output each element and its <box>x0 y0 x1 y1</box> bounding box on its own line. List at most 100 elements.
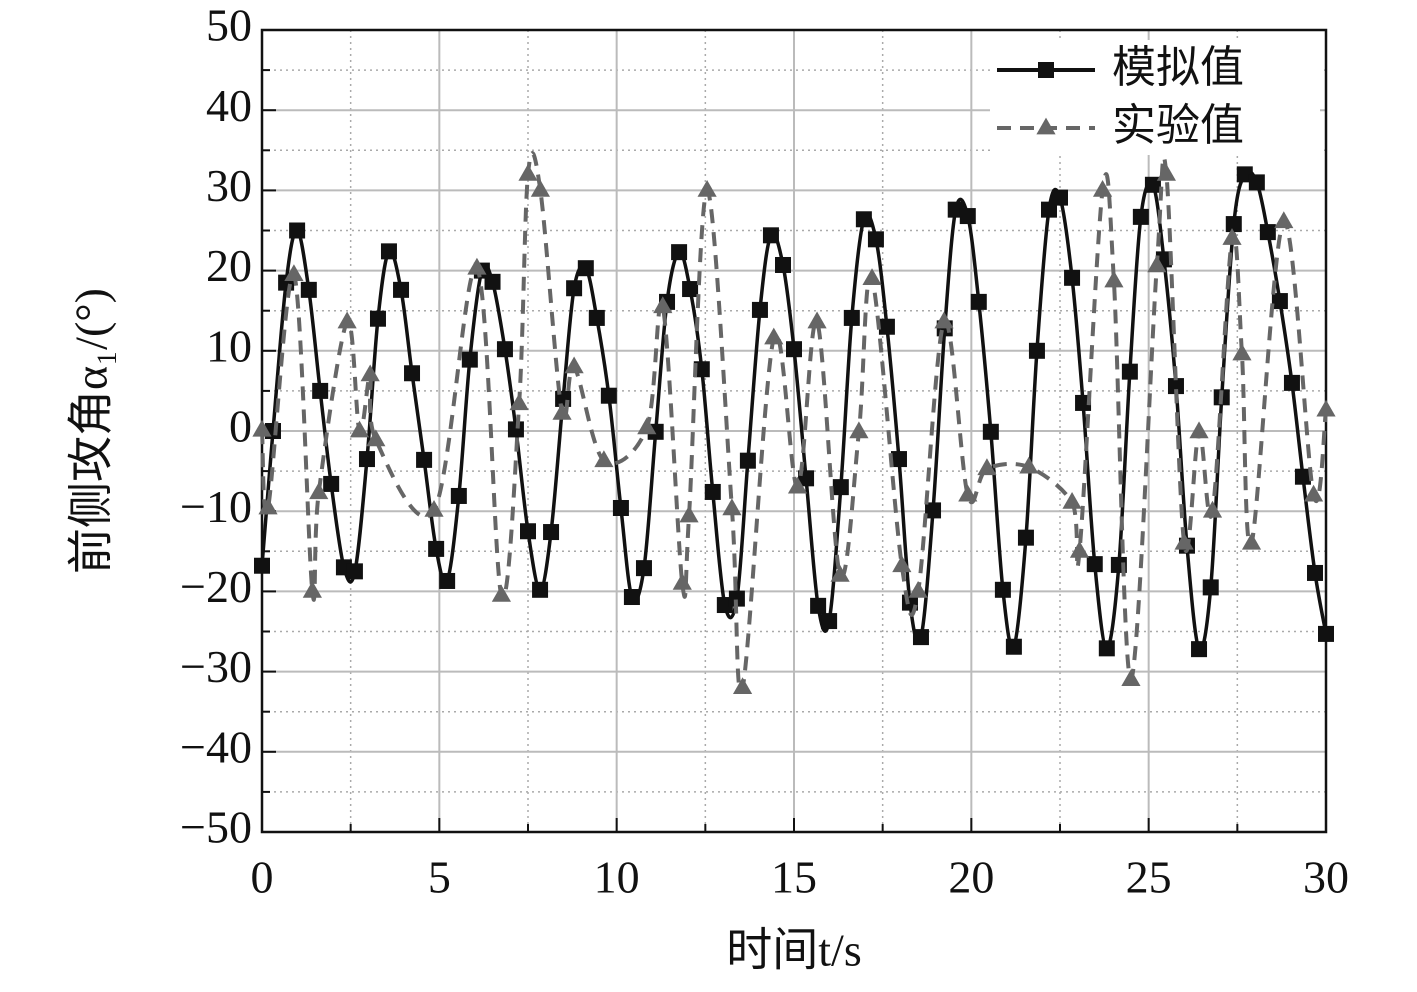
marker <box>934 311 954 329</box>
marker <box>1064 269 1081 286</box>
marker <box>1259 224 1276 241</box>
marker <box>1156 163 1176 181</box>
marker <box>1028 342 1045 359</box>
marker <box>1225 216 1242 233</box>
marker <box>507 421 524 438</box>
marker <box>1144 176 1161 193</box>
marker <box>775 256 792 273</box>
marker <box>491 585 511 602</box>
marker <box>970 293 987 310</box>
marker <box>393 281 410 298</box>
marker <box>258 497 278 515</box>
marker <box>1098 640 1115 657</box>
marker <box>732 677 753 695</box>
series-line <box>260 151 1328 694</box>
marker <box>1019 456 1039 474</box>
x-tick-label: 30 <box>1303 852 1349 903</box>
marker <box>830 564 850 582</box>
marker <box>982 423 999 440</box>
marker <box>807 311 827 329</box>
marker <box>762 227 779 244</box>
marker <box>530 180 551 197</box>
marker <box>1167 378 1184 395</box>
marker <box>1147 255 1167 273</box>
marker <box>404 365 421 382</box>
legend-marker <box>1038 62 1054 78</box>
marker <box>309 482 329 500</box>
marker <box>520 523 536 540</box>
marker <box>577 260 594 277</box>
marker <box>1307 564 1324 581</box>
x-tick-label: 10 <box>594 852 640 903</box>
legend-label: 实验值 <box>1112 101 1244 150</box>
marker <box>254 557 270 574</box>
marker <box>612 499 629 516</box>
marker <box>1283 374 1300 391</box>
marker <box>947 201 964 218</box>
y-tick-label: 40 <box>206 80 252 131</box>
marker <box>751 301 768 318</box>
marker <box>843 309 860 326</box>
marker <box>959 208 976 225</box>
marker <box>653 296 673 314</box>
marker <box>252 419 272 437</box>
marker <box>1121 363 1138 380</box>
marker <box>1121 669 1141 687</box>
marker <box>787 476 808 494</box>
marker <box>1052 189 1068 206</box>
marker <box>1174 532 1194 550</box>
marker <box>312 382 329 399</box>
marker <box>693 361 710 378</box>
marker <box>739 452 756 469</box>
legend-box <box>990 40 1320 155</box>
marker <box>302 581 322 598</box>
marker <box>1086 556 1103 573</box>
marker <box>635 560 652 577</box>
marker <box>1104 270 1124 288</box>
marker <box>855 211 872 228</box>
marker <box>810 597 827 614</box>
marker <box>671 244 688 261</box>
marker <box>682 281 699 298</box>
marker <box>1132 208 1149 225</box>
marker <box>566 280 583 297</box>
marker <box>289 222 306 239</box>
marker <box>637 417 657 435</box>
marker <box>1274 211 1294 229</box>
marker <box>1248 174 1265 191</box>
marker <box>300 281 317 298</box>
marker <box>1189 421 1209 439</box>
marker <box>912 629 929 646</box>
marker <box>1316 399 1336 417</box>
marker <box>496 341 513 358</box>
marker <box>1202 500 1223 518</box>
x-tick-label: 15 <box>771 852 817 903</box>
y-tick-label: −50 <box>180 802 252 853</box>
marker <box>821 613 838 630</box>
x-axis-label: 时间t/s <box>726 925 861 976</box>
marker <box>360 364 380 382</box>
marker <box>588 309 605 326</box>
marker <box>1241 532 1262 550</box>
marker <box>594 450 614 468</box>
marker <box>369 310 386 327</box>
marker <box>1271 293 1288 310</box>
marker <box>323 475 340 492</box>
marker <box>892 555 912 573</box>
marker <box>1005 638 1022 655</box>
marker <box>672 572 692 590</box>
marker <box>994 581 1011 598</box>
marker <box>704 483 721 500</box>
marker <box>722 498 742 516</box>
y-tick-label: 10 <box>206 320 252 371</box>
marker <box>518 163 538 181</box>
marker <box>424 499 444 517</box>
legend-marker <box>1036 117 1056 135</box>
marker <box>878 318 895 335</box>
marker <box>450 487 467 504</box>
marker <box>543 524 560 541</box>
marker <box>679 505 699 523</box>
marker <box>1092 180 1113 197</box>
y-tick-label: 30 <box>206 160 252 211</box>
